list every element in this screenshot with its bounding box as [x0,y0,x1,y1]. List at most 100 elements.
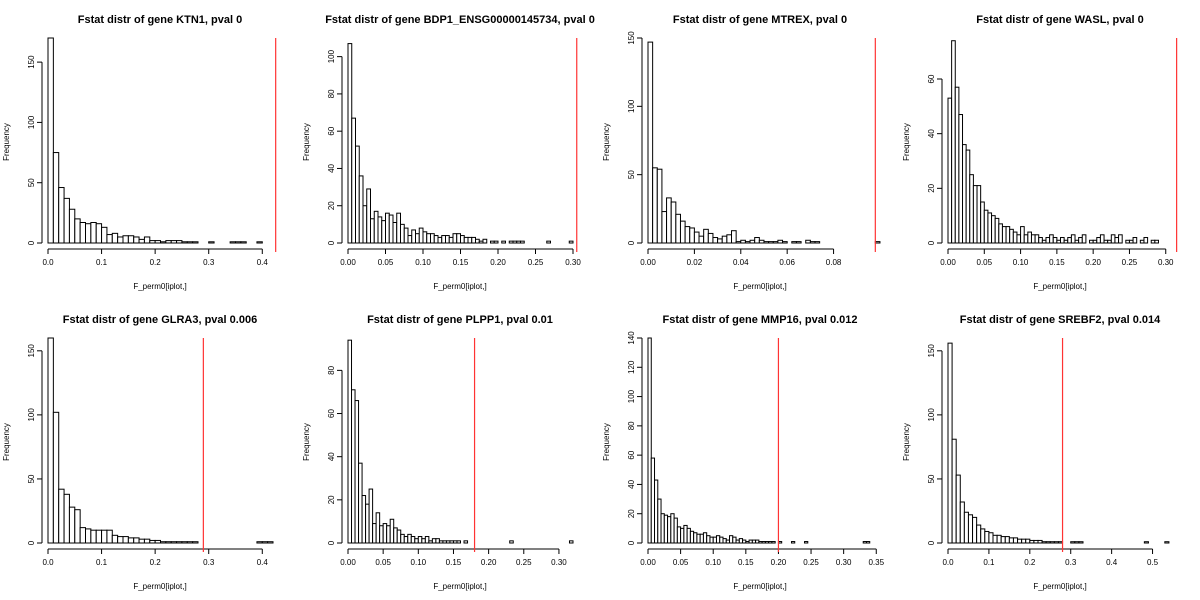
histogram-bar [448,236,454,244]
histogram-bar [771,541,776,544]
histogram-bar [744,241,751,244]
histogram-bar [735,241,742,244]
histogram-bar [693,231,700,244]
histogram-bar [267,541,274,544]
y-tick-label: 50 [627,170,636,179]
y-tick-label: 100 [27,408,36,422]
histogram-bar [365,503,370,544]
x-tick-label: 0.1 [96,258,108,267]
histogram-bar [370,218,375,244]
histogram-bar [133,236,140,244]
histogram-bar [1008,537,1014,544]
x-tick-label: 0.0 [942,558,954,567]
x-tick-label: 0.05 [673,558,689,567]
histogram-bar [122,235,129,244]
histogram-bar [138,538,145,544]
histogram-bar [426,233,431,244]
y-tick-label: 100 [327,49,336,63]
histogram-bar [106,234,113,244]
histogram-bar [1041,541,1047,544]
histogram-bar [1063,239,1069,244]
histogram-bar [568,240,574,244]
x-axis: 0.00 0.05 0.10 0.15 0.20 0.25 0.30 [340,248,581,267]
histogram-bar [1037,539,1043,544]
histogram-bar [186,541,194,544]
y-axis-label: Frequency [2,123,11,161]
histogram-bar [154,539,161,544]
histogram-bar [407,533,412,544]
x-axis: 0.00 0.05 0.10 0.15 0.20 0.25 0.30 [340,548,567,567]
histogram-bar [1056,239,1061,244]
histogram-bar [1150,239,1156,244]
histogram-bar [192,541,199,544]
histogram-bar [994,217,1000,244]
chart-title: Fstat distr of gene KTN1, pval 0 [78,14,242,26]
histogram-chart: Fstat distr of gene BDP1_ENSG00000145734… [302,14,595,291]
x-axis-label: F_perm0[iplot,] [433,282,486,291]
histogram-bar [414,538,419,544]
x-tick-label: 0.3 [203,558,215,567]
histogram-bar [463,540,469,544]
histogram-bar [992,534,998,544]
histogram-bar [385,212,390,244]
histogram-bar [95,223,103,244]
histogram-bar [963,511,969,544]
histogram-bar [74,509,81,544]
x-tick-label: 0.30 [551,558,567,567]
histogram-bar [433,235,439,244]
histogram-bar [431,538,437,544]
histogram-bar [160,541,167,544]
x-tick-label: 0.2 [150,258,162,267]
histogram-bars [347,339,574,544]
histogram-bars [647,337,871,544]
x-tick-label: 0.10 [705,558,721,567]
histogram-bar [410,536,416,544]
histogram-bar [987,212,993,244]
histogram-bar [983,209,989,244]
histogram-bar [1096,237,1101,244]
x-tick-label: 0.20 [1085,258,1101,267]
y-tick-label: 100 [27,115,36,129]
histogram-bar [490,240,495,244]
histogram-bar [85,528,92,544]
histogram-bar [138,238,145,244]
x-tick-label: 0.00 [940,258,956,267]
histogram-bar [951,40,956,244]
x-tick-label: 0.25 [528,258,544,267]
histogram-bar [438,540,444,544]
x-tick-label: 0.10 [415,258,431,267]
y-axis: 0 20 40 60 80 [327,365,343,545]
histogram-bar [754,237,760,244]
chart-title: Fstat distr of gene MMP16, pval 0.012 [662,314,857,326]
histogram-bar [804,541,809,544]
x-tick-label: 0.1 [96,558,108,567]
histogram-bar [675,213,681,244]
x-axis: 0.00 0.05 0.10 0.15 0.20 0.25 0.30 [940,248,1174,267]
histogram-bar [684,226,691,244]
y-tick-label: 20 [927,183,936,192]
histogram-bar [1139,239,1145,244]
histogram-bar [647,337,652,544]
histogram-chart: Fstat distr of gene KTN1, pval 0 F_perm0… [2,14,277,291]
histogram-bar [478,240,484,244]
x-tick-label: 0.15 [1049,258,1065,267]
histogram-bar [449,540,454,544]
x-tick-label: 0.20 [771,558,787,567]
histogram-bar [959,501,965,544]
histogram-bar [1114,237,1120,244]
histogram-bar [403,536,409,544]
histogram-bar [381,220,386,244]
histogram-bar [127,537,135,544]
x-tick-label: 0.30 [1158,258,1174,267]
x-tick-label: 0.30 [565,258,581,267]
chart-title: Fstat distr of gene WASL, pval 0 [976,14,1143,26]
histogram-bar [373,210,379,244]
histogram-bar [456,540,461,544]
histogram-bar [63,493,70,544]
histogram-chart: Fstat distr of gene GLRA3, pval 0.006 F_… [2,314,274,591]
histogram-bar [947,342,953,544]
y-tick-label: 40 [627,479,636,488]
histogram-panel-mmp16: Fstat distr of gene MMP16, pval 0.012 F_… [600,300,900,600]
histogram-bar [1110,234,1116,244]
histogram-bar [1128,239,1134,244]
